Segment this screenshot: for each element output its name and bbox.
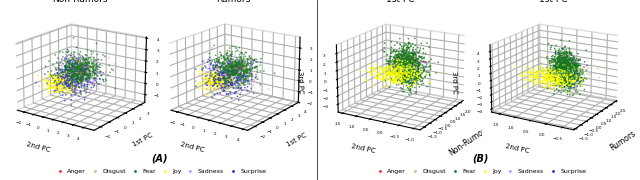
Legend: Anger, Disgust, Fear, Joy, Sadness, Surprise: Anger, Disgust, Fear, Joy, Sadness, Surp… — [51, 166, 269, 177]
Text: (A): (A) — [152, 154, 168, 164]
Text: (B): (B) — [472, 154, 488, 164]
Legend: Anger, Disgust, Fear, Joy, Sadness, Surprise: Anger, Disgust, Fear, Joy, Sadness, Surp… — [371, 166, 589, 177]
Y-axis label: 2nd PC: 2nd PC — [505, 143, 530, 154]
Y-axis label: 1st PC: 1st PC — [132, 132, 154, 148]
X-axis label: 2nd PC: 2nd PC — [179, 141, 205, 153]
Title: Rumors: Rumors — [216, 0, 251, 4]
Y-axis label: 2nd PC: 2nd PC — [351, 143, 376, 154]
Title: 1st PC: 1st PC — [386, 0, 414, 4]
Y-axis label: 1st PC: 1st PC — [285, 132, 307, 148]
X-axis label: 2nd PC: 2nd PC — [26, 141, 51, 153]
Title: 1st PC: 1st PC — [540, 0, 568, 4]
Title: Non-Rumors: Non-Rumors — [52, 0, 108, 4]
X-axis label: Rumors: Rumors — [608, 129, 637, 153]
X-axis label: Non-Rumors: Non-Rumors — [447, 124, 491, 158]
